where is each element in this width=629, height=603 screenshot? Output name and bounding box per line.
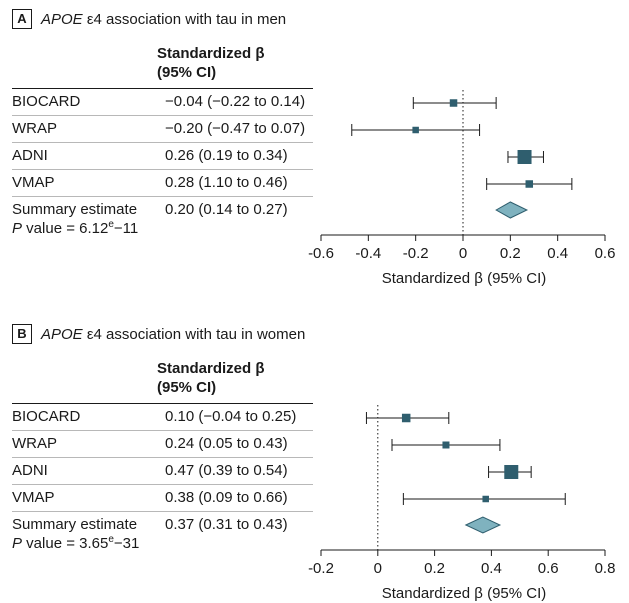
x-tick-label: -0.6 [308,245,334,262]
beta-ci: −0.04 (−0.22 to 0.14) [165,93,306,110]
x-tick-label: -0.2 [403,245,429,262]
point-estimate-marker [504,465,519,479]
summary-row: Summary estimate 0.20 (0.14 to 0.27) [12,197,313,223]
pvalue-text: value = 3.65 [22,535,109,552]
x-tick-label: 0.4 [547,245,568,262]
point-estimate-marker [482,495,489,503]
pvalue-text: value = 6.12 [22,220,109,237]
panel-a-title-text: ε4 association with tau in men [82,10,287,28]
panel-a-letter: A [12,9,32,29]
table-row: BIOCARD 0.10 (−0.04 to 0.25) [12,404,313,431]
panel-a-column-header-line2: (95% CI) [157,64,217,81]
study-label: WRAP [12,120,57,137]
summary-diamond [495,201,529,219]
panel-b-column-header-line2: (95% CI) [157,379,217,396]
panel-b-forest-plot: -0.2 0 0.2 0.4 0.6 0.8 Standardized β (95% CI) [308,405,616,602]
x-axis-label: Standardized β (95% CI) [382,270,547,287]
pvalue-symbol: P [12,220,23,237]
panel-b-title-text: ε4 association with tau in women [82,325,306,343]
summary-label: Summary estimate [12,201,138,218]
beta-ci: 0.26 (0.19 to 0.34) [165,147,288,164]
panel-b-title: B APOE ε4 association with tau in women [12,323,305,345]
study-label: BIOCARD [12,93,81,110]
panel-a-pvalue: P value = 6.12e−11 [12,219,138,237]
panel-a-forest-plot: -0.6 -0.4 -0.2 0 0.2 0.4 0.6 Standardized β (95… [308,90,616,287]
beta-ci: 0.38 (0.09 to 0.66) [165,489,288,506]
panel-a-column-header-line1: Standardized β [157,45,265,62]
study-label: WRAP [12,435,57,452]
point-estimate-marker [442,441,450,449]
panel-b: B APOE ε4 association with tau in women … [0,315,629,603]
x-tick-label: 0 [459,245,467,262]
table-row: WRAP 0.24 (0.05 to 0.43) [12,431,313,458]
summary-beta-ci: 0.20 (0.14 to 0.27) [165,201,288,218]
point-estimate-marker [412,126,419,134]
table-row: VMAP 0.28 (1.10 to 0.46) [12,170,313,197]
x-tick-label: 0.4 [481,560,502,577]
point-estimate-marker [449,99,458,107]
study-label: BIOCARD [12,408,81,425]
panel-a-header-rule [12,88,313,89]
table-row: ADNI 0.47 (0.39 to 0.54) [12,458,313,485]
beta-ci: 0.10 (−0.04 to 0.25) [165,408,297,425]
summary-label: Summary estimate [12,516,138,533]
point-estimate-marker [401,413,411,423]
pvalue-symbol: P [12,535,23,552]
x-tick-label: -0.2 [308,560,334,577]
panel-a: A APOE ε4 association with tau in men St… [0,0,629,300]
beta-ci: 0.47 (0.39 to 0.54) [165,462,288,479]
point-estimate-marker [525,180,534,188]
x-tick-label: 0.2 [424,560,445,577]
x-tick-label: 0.6 [595,245,616,262]
panel-a-title: A APOE ε4 association with tau in men [12,8,286,30]
pvalue-exponent: −31 [113,535,140,552]
x-tick-label: 0.6 [538,560,559,577]
panel-a-title-gene: APOE [41,10,83,28]
summary-diamond [464,516,502,534]
x-tick-label: 0 [374,560,382,577]
table-row: BIOCARD −0.04 (−0.22 to 0.14) [12,89,313,116]
x-axis-label: Standardized β (95% CI) [382,585,547,602]
study-label: VMAP [12,489,55,506]
x-tick-label: -0.4 [355,245,381,262]
study-label: VMAP [12,174,55,191]
beta-ci: 0.28 (1.10 to 0.46) [165,174,288,191]
beta-ci: −0.20 (−0.47 to 0.07) [165,120,306,137]
x-tick-label: 0.8 [595,560,616,577]
study-label: ADNI [12,147,48,164]
summary-beta-ci: 0.37 (0.31 to 0.43) [165,516,288,533]
pvalue-exponent: −11 [113,220,139,237]
x-tick-label: 0.2 [500,245,521,262]
panel-b-header-rule [12,403,313,404]
beta-ci: 0.24 (0.05 to 0.43) [165,435,288,452]
panel-a-column-header: Standardized β (95% CI) [157,44,265,82]
panel-b-column-header: Standardized β (95% CI) [157,359,265,397]
panel-b-letter: B [12,324,32,344]
pvalue-sup: e [108,534,114,545]
study-label: ADNI [12,462,48,479]
table-row: ADNI 0.26 (0.19 to 0.34) [12,143,313,170]
panel-b-column-header-line1: Standardized β [157,360,265,377]
panel-b-title-gene: APOE [41,325,83,343]
point-estimate-marker [517,150,532,164]
summary-row: Summary estimate 0.37 (0.31 to 0.43) [12,512,313,538]
pvalue-sup: e [108,219,114,230]
table-row: WRAP −0.20 (−0.47 to 0.07) [12,116,313,143]
table-row: VMAP 0.38 (0.09 to 0.66) [12,485,313,512]
panel-b-pvalue: P value = 3.65e−31 [12,534,139,552]
